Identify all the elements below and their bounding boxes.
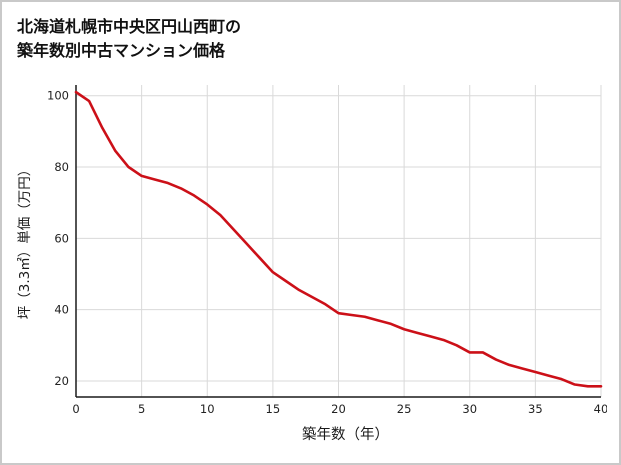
x-tick-label: 35 — [528, 402, 543, 416]
x-tick-label: 5 — [138, 402, 145, 416]
y-tick-label: 20 — [54, 374, 69, 388]
y-axis-label: 坪（3.3㎡）単価（万円） — [17, 162, 33, 320]
gridlines — [75, 85, 602, 397]
y-tick-label: 100 — [47, 89, 69, 103]
x-tick-label: 0 — [72, 402, 79, 416]
chart-area: 坪（3.3㎡）単価（万円） 0 5 10 15 20 25 30 35 40 20 40 60 80 10… — [2, 75, 619, 423]
price-line-chart-svg: 0 5 10 15 20 25 30 35 40 20 40 60 80 100 — [47, 85, 607, 416]
x-tick-label: 15 — [266, 402, 281, 416]
y-tick-label: 40 — [54, 303, 69, 317]
chart-title: 北海道札幌市中央区円山西町の 築年数別中古マンション価格 — [2, 2, 619, 63]
chart-title-line-1: 北海道札幌市中央区円山西町の — [17, 17, 242, 36]
tick-labels: 0 5 10 15 20 25 30 35 40 20 40 60 80 100 — [47, 89, 607, 416]
chart-title-line-2: 築年数別中古マンション価格 — [17, 41, 226, 60]
x-tick-label: 20 — [331, 402, 346, 416]
x-tick-label: 30 — [462, 402, 477, 416]
x-tick-label: 25 — [397, 402, 412, 416]
x-tick-label: 40 — [594, 402, 607, 416]
y-tick-label: 80 — [54, 160, 69, 174]
y-tick-label: 60 — [54, 231, 69, 245]
x-tick-label: 10 — [200, 402, 215, 416]
x-axis-label: 築年数（年） — [302, 427, 389, 443]
axes — [75, 85, 601, 398]
price-line-series — [74, 90, 603, 388]
